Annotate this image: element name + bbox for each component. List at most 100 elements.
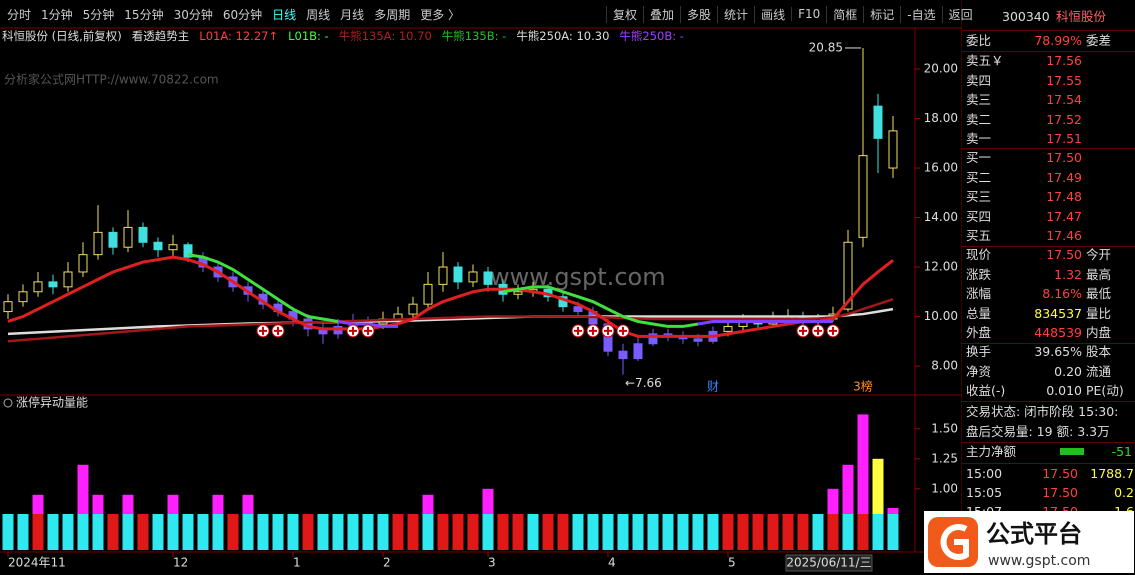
- quote-cell: 委比: [966, 33, 992, 48]
- period-tab[interactable]: 分时: [7, 7, 32, 22]
- chart-area: 分析家公式网HTTP://www.70822.com www.gspt.com …: [0, 0, 962, 575]
- bar: [872, 514, 884, 550]
- quote-cell: 1788.7: [1090, 466, 1134, 481]
- bar: [77, 464, 89, 514]
- quote-cell: 主力净额: [966, 444, 1017, 459]
- quote-cell: 买二: [966, 169, 992, 185]
- bar: [152, 514, 164, 550]
- bar: [437, 514, 449, 550]
- bar: [767, 514, 779, 550]
- bar: [62, 514, 74, 550]
- toolbar-button[interactable]: 画线: [754, 5, 791, 23]
- quote-cell: 交易状态: 闭市阶段 15:30:: [966, 404, 1119, 419]
- period-tab[interactable]: 30分钟: [173, 7, 213, 22]
- signal-marker: [271, 324, 285, 338]
- toolbar-button[interactable]: F10: [791, 7, 826, 21]
- bar: [617, 514, 629, 550]
- toolbar-button[interactable]: -自选: [900, 5, 941, 23]
- legend-item: 牛熊135B: -: [441, 29, 507, 43]
- x-tick-label: 5: [728, 556, 736, 570]
- separator: [962, 442, 1135, 443]
- bar: [107, 514, 119, 550]
- quote-cell: 17.52: [1046, 111, 1082, 127]
- marker-plus: [604, 326, 612, 335]
- quote-cell: 0.20: [1054, 363, 1082, 379]
- period-tab[interactable]: 周线: [306, 7, 331, 22]
- quote-cell: 卖三: [966, 92, 992, 107]
- period-tab[interactable]: 15分钟: [124, 7, 164, 22]
- bar: [32, 514, 44, 550]
- bar: [32, 494, 44, 514]
- quote-cell: 78.99%: [1034, 33, 1082, 48]
- quote-cell: 39.65%: [1034, 344, 1082, 359]
- bar: [692, 514, 704, 550]
- bar: [422, 494, 434, 514]
- period-tab[interactable]: 5分钟: [82, 7, 115, 22]
- quote-cell: 现价: [966, 247, 992, 262]
- toolbar-button[interactable]: 复权: [606, 5, 643, 23]
- period-tab[interactable]: 多周期: [374, 7, 411, 22]
- quote-cell: PE(动): [1086, 383, 1124, 398]
- logo-title: 公式平台: [986, 520, 1082, 548]
- legend-item: 牛熊135A: 10.70: [338, 29, 432, 43]
- bar: [602, 514, 614, 550]
- quote-cell: 17.48: [1046, 189, 1082, 204]
- icon: [3, 398, 13, 408]
- bar: [377, 514, 389, 550]
- candle-body: [183, 244, 193, 258]
- period-tab[interactable]: 60分钟: [222, 7, 263, 22]
- quote-cell: 17.46: [1046, 228, 1082, 243]
- toolbar-button[interactable]: 多股: [680, 5, 717, 23]
- indicator-legend: 科恒股份 (日线,前复权) 看透趋势主 L01A: 12.27↑ L01B: - 牛熊1…: [2, 28, 684, 44]
- candle-body: [93, 231, 103, 256]
- y-tick-label: 12.00: [924, 260, 958, 274]
- bar: [332, 514, 344, 550]
- x-tick-label: 3: [488, 556, 496, 570]
- signal-marker: [826, 324, 840, 338]
- logo-url: www.gspt.com: [988, 553, 1090, 569]
- period-tab[interactable]: 日线: [272, 7, 297, 22]
- toolbar-button[interactable]: 叠加: [643, 5, 680, 23]
- candle-body: [843, 241, 853, 310]
- period-tab[interactable]: 1分钟: [41, 7, 73, 22]
- toolbar-button[interactable]: 返回: [941, 5, 979, 23]
- period-tab[interactable]: 月线: [340, 7, 365, 22]
- quote-cell: 卖二: [966, 111, 992, 127]
- bar: [842, 514, 854, 550]
- quote-cell: 300340: [1002, 9, 1050, 24]
- bar: [167, 514, 179, 550]
- toolbar-button[interactable]: 简框: [826, 5, 863, 23]
- candle-body: [858, 155, 868, 238]
- marker-plus: [349, 326, 357, 335]
- candle-body: [873, 105, 883, 139]
- watermark: 分析家公式网HTTP://www.70822.com: [4, 72, 219, 87]
- period-tab[interactable]: 更多 〉: [420, 7, 461, 22]
- indicator-line: [187, 253, 699, 328]
- quote-cell: 买一: [966, 150, 992, 165]
- cursor-label: 2025/06/11/三: [786, 556, 871, 570]
- quote-cell: 买四: [966, 208, 992, 224]
- bar: [827, 514, 839, 550]
- indicator-line: [7, 298, 894, 343]
- y-tick-label: 8.00: [931, 359, 958, 373]
- quote-cell: 科恒股份: [1056, 9, 1107, 24]
- quote-cell: 15:00: [966, 466, 1003, 481]
- bar: [122, 494, 134, 514]
- marker-plus: [589, 326, 597, 335]
- toolbar-button[interactable]: 统计: [717, 5, 754, 23]
- signal-marker: [586, 324, 600, 338]
- bar: [137, 514, 149, 550]
- indicator-line: [7, 255, 894, 338]
- candle-body: [573, 306, 583, 313]
- quote-cell: 1.32: [1054, 266, 1082, 282]
- bar: [257, 514, 269, 550]
- event-label: 3榜: [853, 379, 873, 394]
- quote-cell: 总量: [966, 305, 992, 321]
- bar: [677, 514, 689, 550]
- toolbar-button[interactable]: 标记: [863, 5, 900, 23]
- logo: 公式平台 www.gspt.com: [924, 511, 1134, 573]
- quote-cell: 卖一: [966, 131, 992, 146]
- logo-glyph: [940, 524, 969, 560]
- bar: [497, 514, 509, 550]
- y-tick-label: 10.00: [924, 309, 958, 323]
